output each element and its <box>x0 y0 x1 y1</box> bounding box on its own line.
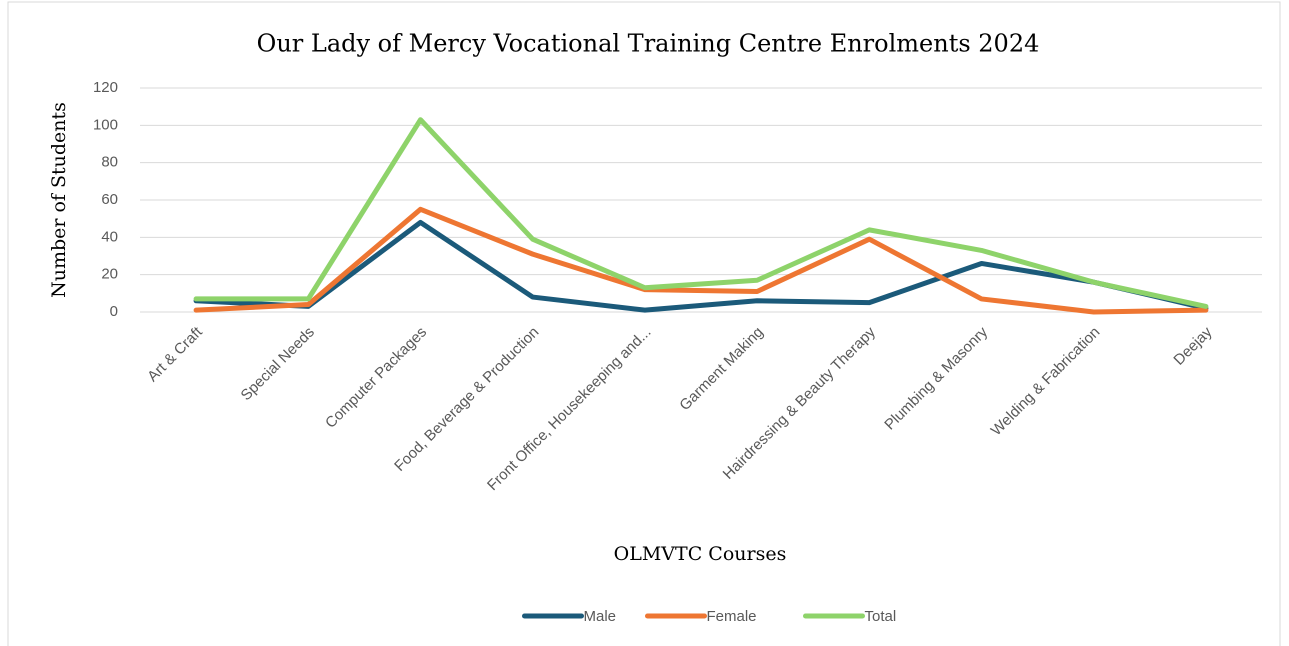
y-axis-title: Number of Students <box>48 102 70 298</box>
y-tick-label: 120 <box>93 79 118 96</box>
legend-label: Female <box>707 608 757 625</box>
legend-label: Total <box>865 608 897 625</box>
y-tick-label: 100 <box>93 116 118 133</box>
x-axis-title: OLMVTC Courses <box>614 543 787 565</box>
y-tick-label: 60 <box>101 191 118 208</box>
series-line <box>193 219 1209 313</box>
legend-label: Male <box>584 608 617 625</box>
y-tick-label: 40 <box>101 228 118 245</box>
y-tick-label: 20 <box>101 266 118 283</box>
series-line <box>193 117 1209 309</box>
chart-title: Our Lady of Mercy Vocational Training Ce… <box>257 30 1040 58</box>
series-line <box>193 206 1209 315</box>
chart-border <box>7 1 1281 646</box>
y-tick-label: 0 <box>110 303 118 320</box>
y-tick-label: 80 <box>101 154 118 171</box>
